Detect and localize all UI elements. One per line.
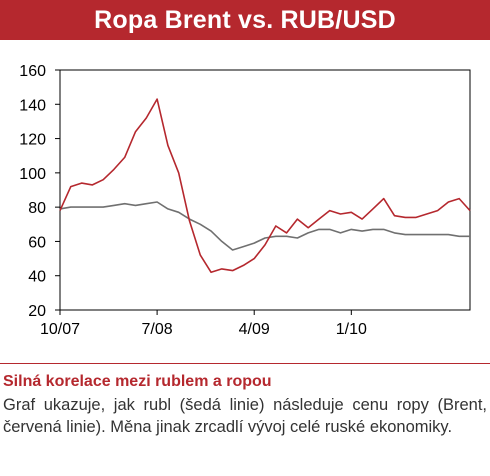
y-tick-label: 60 bbox=[28, 234, 46, 251]
x-tick-label: 1/10 bbox=[336, 321, 367, 338]
y-tick-label: 100 bbox=[19, 166, 46, 183]
y-tick-label: 20 bbox=[28, 303, 46, 320]
plot-border bbox=[59, 69, 471, 311]
line-chart: 20 40 60 80 100 120 140 160 10/07 7/08 4/09 1/10 bbox=[19, 63, 471, 338]
x-tick-label: 7/08 bbox=[142, 321, 173, 338]
x-axis: 10/07 7/08 4/09 1/10 bbox=[40, 310, 367, 338]
y-tick-label: 160 bbox=[19, 63, 46, 80]
x-tick-label: 4/09 bbox=[239, 321, 270, 338]
caption-heading: Silná korelace mezi rublem a ropou bbox=[3, 373, 272, 390]
caption-text: Graf ukazuje, jak rubl (šedá linie) násl… bbox=[3, 396, 487, 436]
y-tick-label: 140 bbox=[19, 97, 46, 114]
chart-title: Ropa Brent vs. RUB/USD bbox=[0, 0, 490, 40]
series-layer bbox=[59, 98, 471, 274]
series-line-grey bbox=[59, 201, 470, 251]
y-axis: 20 40 60 80 100 120 140 160 bbox=[19, 63, 60, 320]
plot-area bbox=[59, 69, 471, 311]
y-tick-label: 80 bbox=[28, 200, 46, 217]
x-tick-label: 10/07 bbox=[40, 321, 80, 338]
caption-top-rule bbox=[0, 363, 490, 364]
y-tick-label: 40 bbox=[28, 269, 46, 286]
series-line-red bbox=[59, 98, 471, 274]
y-tick-label: 120 bbox=[19, 132, 46, 149]
